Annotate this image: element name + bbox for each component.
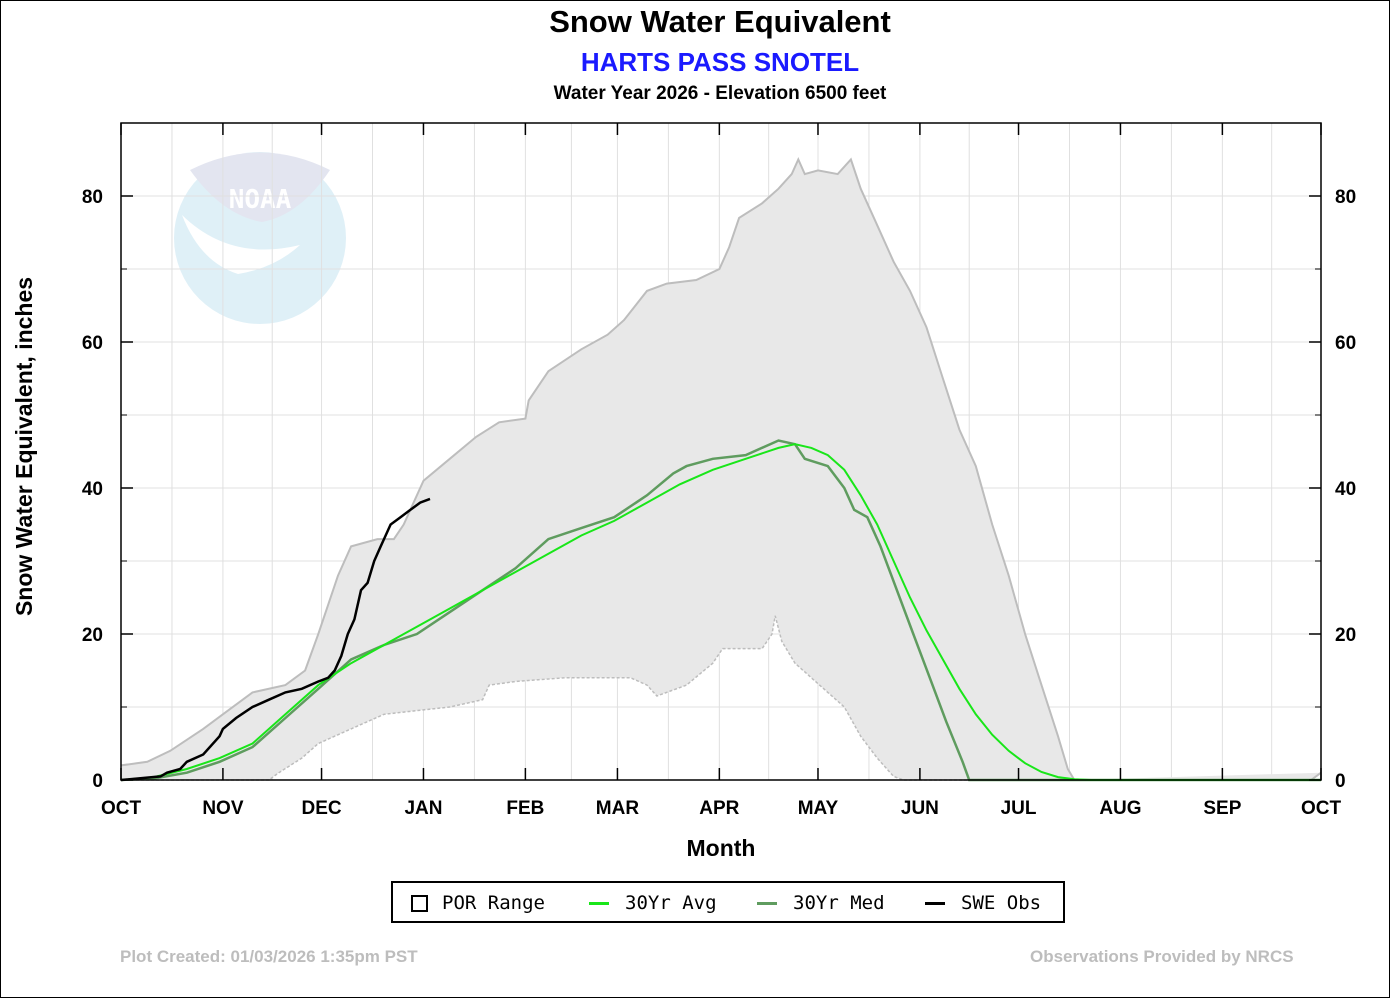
legend-label-avg: 30Yr Avg [625, 892, 717, 914]
legend-label-por: POR Range [442, 892, 545, 914]
y-tick-label-right: 20 [1335, 625, 1356, 646]
plot-border [120, 122, 1322, 781]
x-tick-label: SEP [1203, 798, 1241, 819]
x-tick-label: JAN [404, 798, 442, 819]
legend-item-obs: SWE Obs [925, 892, 1041, 914]
y-tick-label-left: 40 [82, 479, 103, 500]
x-axis-label: Month [687, 835, 756, 861]
y-tick-label-left: 0 [92, 771, 103, 792]
legend-label-med: 30Yr Med [793, 892, 885, 914]
legend-swatch-avg [589, 901, 609, 905]
legend-item-por: POR Range [411, 892, 545, 914]
noaa-logo-top-icon [190, 152, 330, 222]
footer-observations: Observations Provided by NRCS [1030, 947, 1294, 966]
y-tick-label-left: 20 [82, 625, 103, 646]
noaa-logo-text: NOAA [229, 185, 292, 215]
footer-plot-created: Plot Created: 01/03/2026 1:35pm PST [120, 947, 418, 966]
chart-subtitle: HARTS PASS SNOTEL [580, 47, 860, 77]
legend-item-avg: 30Yr Avg [589, 892, 717, 914]
y-axis-label: Snow Water Equivalent, inches [11, 277, 37, 616]
x-tick-label: OCT [1301, 798, 1342, 819]
por-max-line [120, 157, 1322, 781]
series-30yr-median-line [120, 439, 1321, 782]
x-tick-label: AUG [1099, 798, 1141, 819]
y-tick-label-left: 80 [82, 187, 103, 208]
por-min-line [121, 615, 1075, 781]
y-tick-label-right: 40 [1335, 479, 1356, 500]
y-tick-label-right: 0 [1335, 771, 1346, 792]
legend-label-obs: SWE Obs [961, 892, 1042, 914]
legend-item-med: 30Yr Med [757, 892, 885, 914]
x-tick-label: FEB [506, 798, 544, 819]
x-tick-label: APR [699, 798, 739, 819]
x-tick-label: OCT [101, 798, 142, 819]
chart-subtitle-2: Water Year 2026 - Elevation 6500 feet [553, 83, 887, 104]
x-tick-label: MAR [596, 798, 640, 819]
chart-title: Snow Water Equivalent [549, 4, 891, 39]
series-swe-obs-line [120, 497, 431, 782]
x-tick-label: DEC [301, 798, 341, 819]
x-tick-label: JUL [1001, 798, 1037, 819]
y-tick-label-right: 80 [1335, 187, 1356, 208]
series-30yr-avg-line [120, 443, 1321, 781]
legend-swatch-med [757, 901, 777, 905]
x-tick-label: JUN [901, 798, 939, 819]
x-tick-label: MAY [798, 798, 839, 819]
x-tick-label: NOV [202, 798, 244, 819]
legend: POR Range 30Yr Avg 30Yr Med SWE Obs [391, 881, 1065, 923]
y-tick-label-left: 60 [82, 333, 103, 354]
legend-swatch-por [411, 894, 428, 912]
legend-swatch-obs [925, 901, 945, 905]
y-tick-label-right: 60 [1335, 333, 1356, 354]
noaa-logo-bird-icon [182, 215, 300, 274]
